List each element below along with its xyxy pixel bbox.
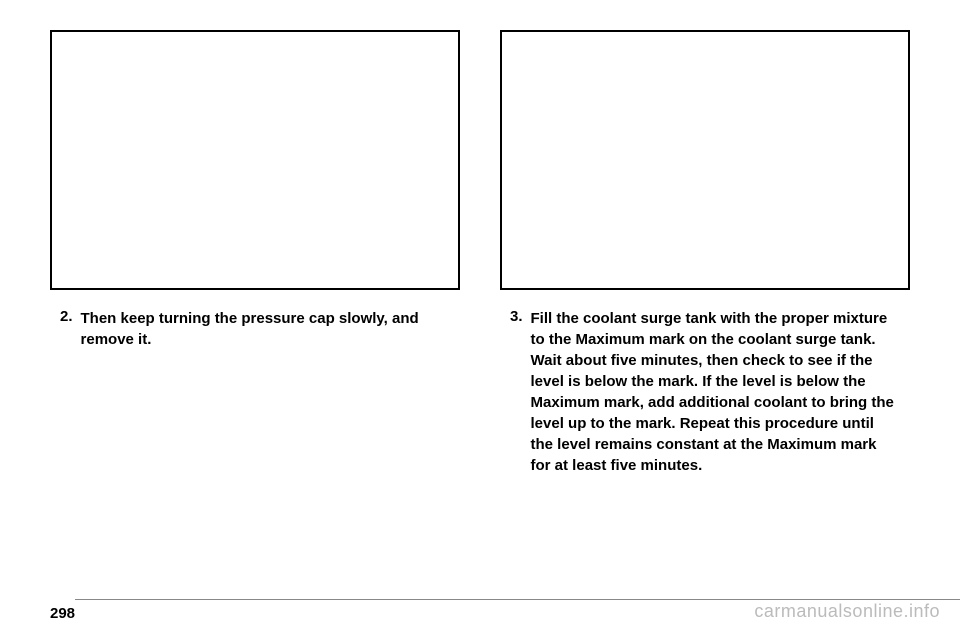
left-column: 2. Then keep turning the pressure cap sl… <box>50 30 460 476</box>
figure-placeholder-left <box>50 30 460 290</box>
page-number: 298 <box>50 605 75 622</box>
page-content: 2. Then keep turning the pressure cap sl… <box>0 0 960 476</box>
right-column: 3. Fill the coolant surge tank with the … <box>500 30 910 476</box>
step-text: Fill the coolant surge tank with the pro… <box>531 308 900 476</box>
instruction-step-3: 3. Fill the coolant surge tank with the … <box>500 308 910 476</box>
figure-placeholder-right <box>500 30 910 290</box>
step-text: Then keep turning the pressure cap slowl… <box>81 308 450 350</box>
step-number: 3. <box>510 308 523 325</box>
step-number: 2. <box>60 308 73 325</box>
page-footer: 298 carmanualsonline.info <box>0 601 960 622</box>
footer-divider <box>75 599 960 600</box>
watermark: carmanualsonline.info <box>754 601 940 622</box>
instruction-step-2: 2. Then keep turning the pressure cap sl… <box>50 308 460 350</box>
